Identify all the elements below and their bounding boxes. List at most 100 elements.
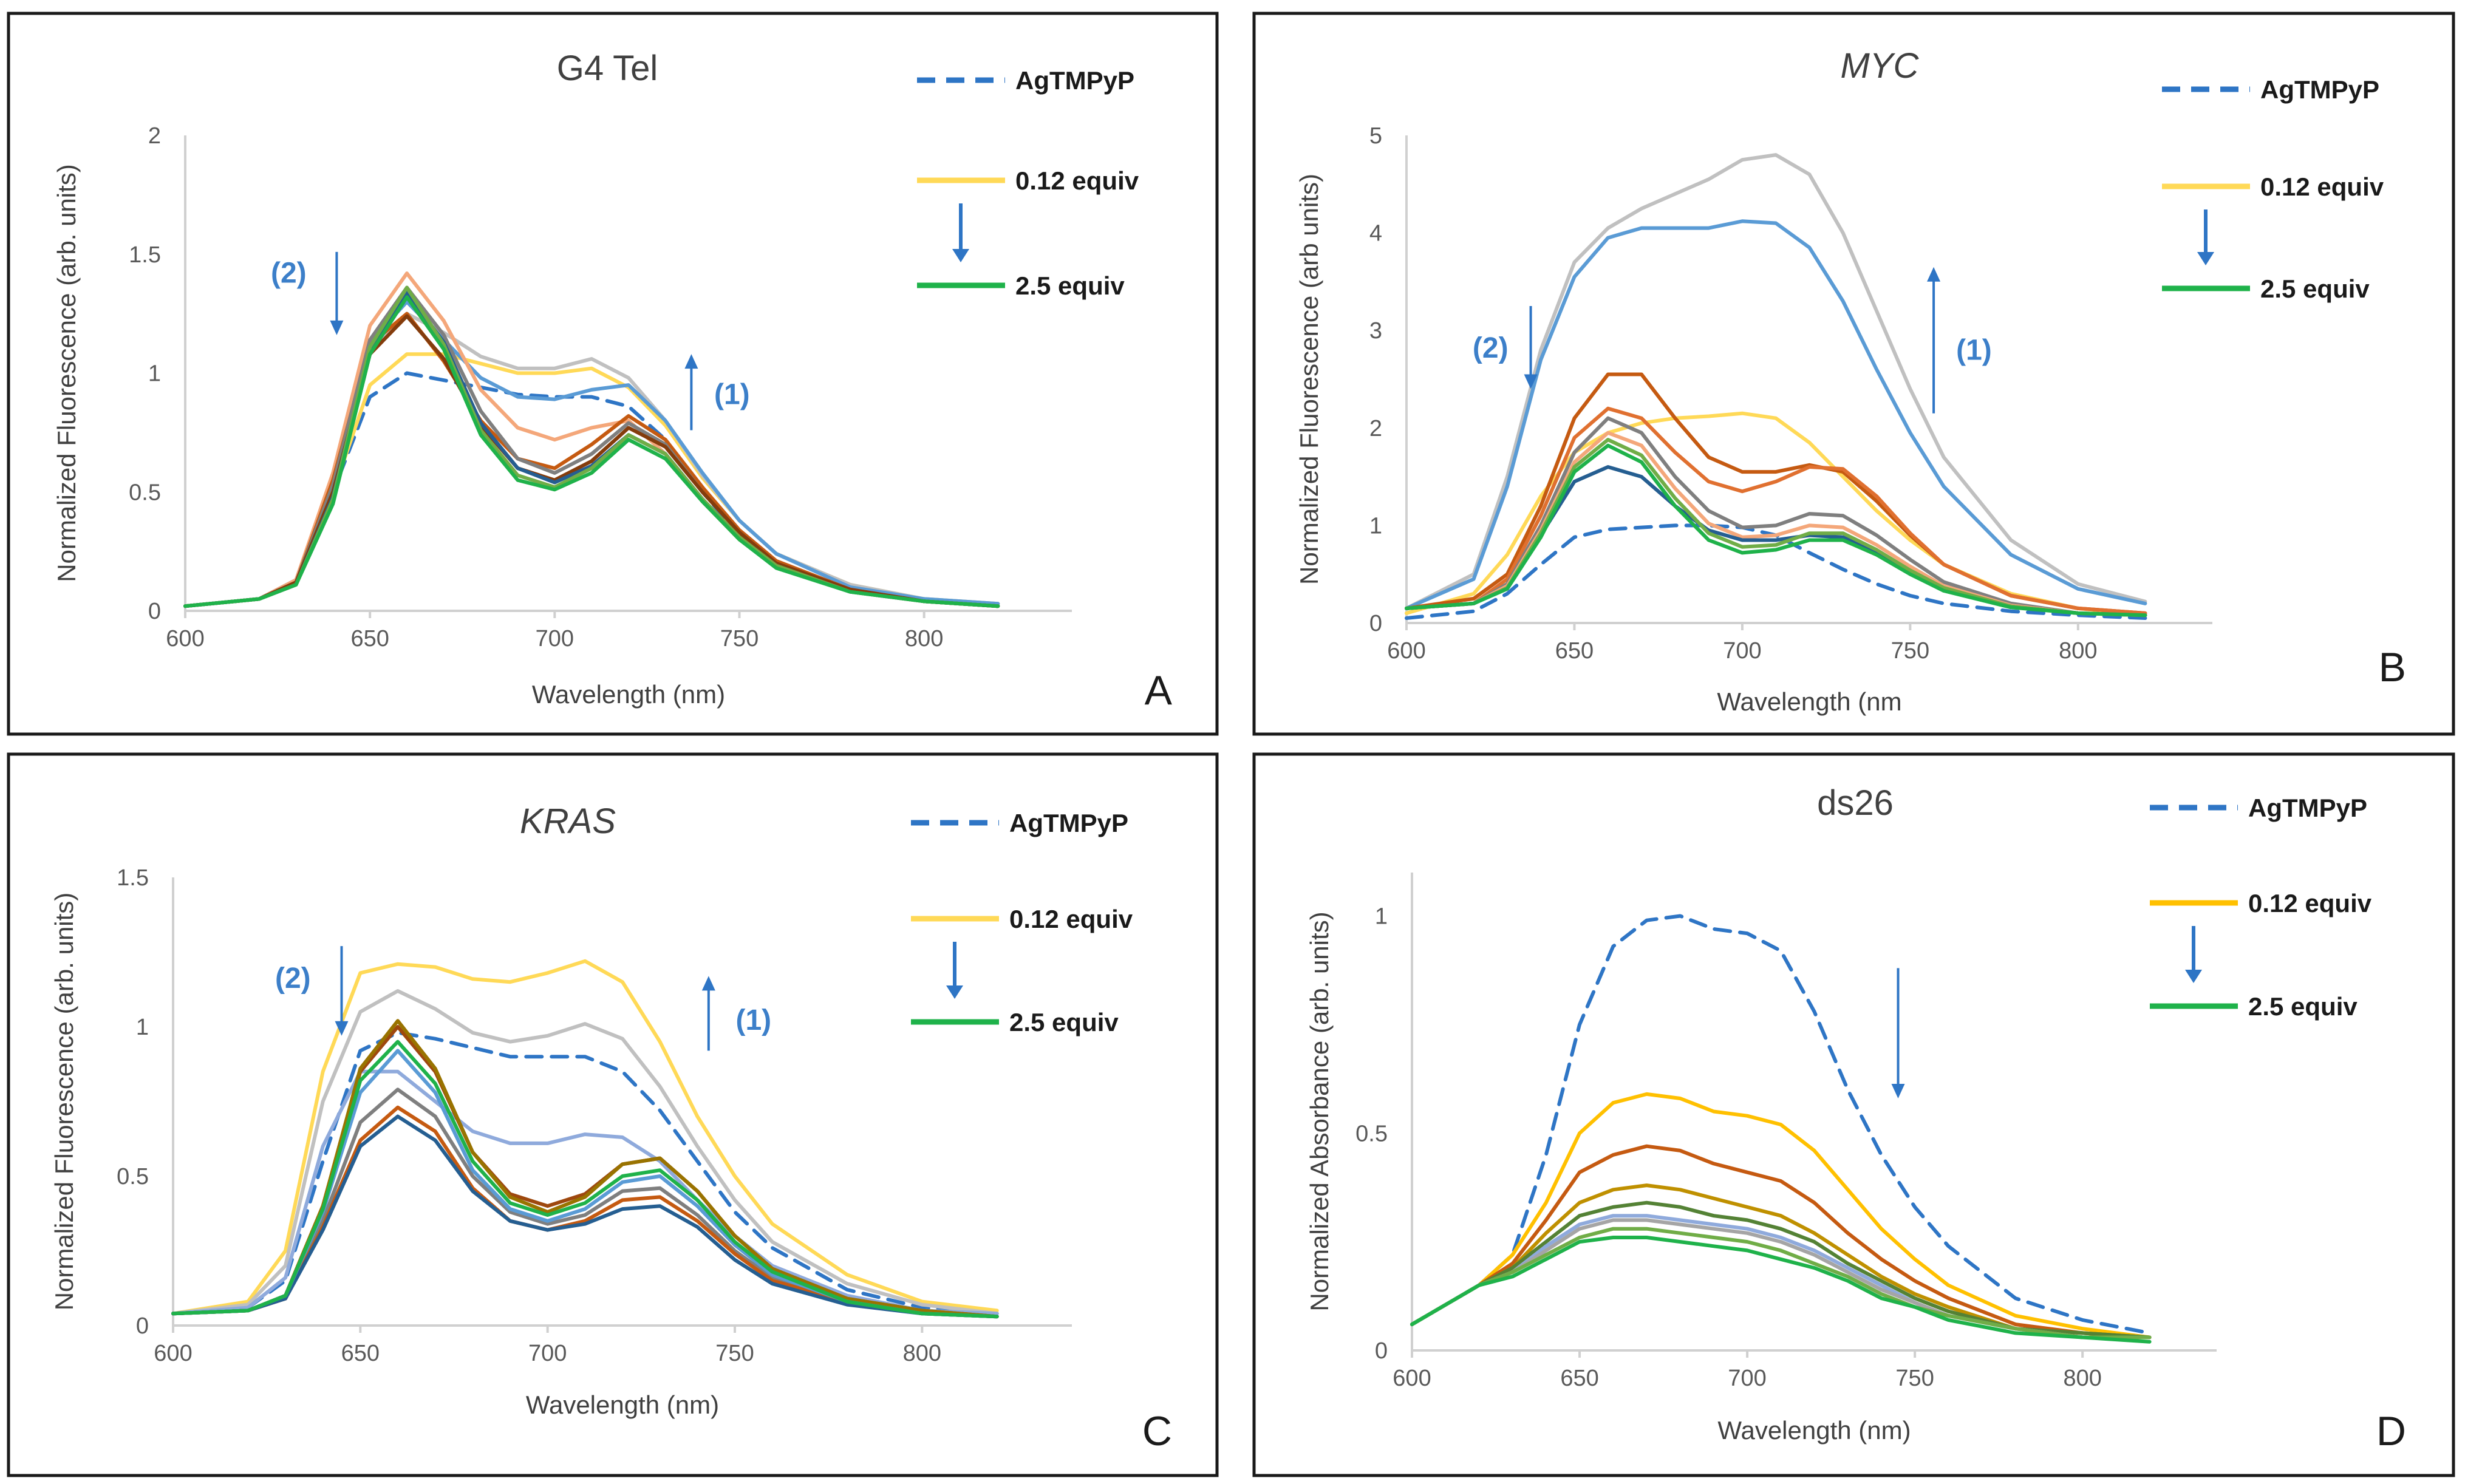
annotation-arrow-up-icon	[684, 354, 698, 369]
y-tick-label: 0	[1375, 1338, 1388, 1364]
annotation-arrow-down-icon	[1524, 374, 1538, 389]
y-tick-label: 1	[136, 1015, 149, 1040]
series-line-titration-2	[1410, 1183, 2152, 1339]
x-axis-title: Wavelength (nm)	[532, 680, 725, 709]
x-tick-label: 800	[2059, 638, 2097, 664]
x-axis-title: Wavelength (nm)	[1717, 1416, 1911, 1445]
legend-label: AgTMPyP	[1015, 66, 1134, 95]
legend-arrow-down-icon	[946, 985, 963, 999]
y-axis-title: Normalized Fluorescence (arb units)	[1295, 174, 1323, 585]
annotation-arrow-up-icon	[1927, 267, 1941, 282]
y-tick-label: 0.5	[129, 480, 161, 505]
panel-b: 600 650 700 750 800 0 1 2 3 4 5 MYC Wavelength (nm No…	[1252, 12, 2455, 736]
series-line-0-12-equiv	[171, 959, 999, 1316]
series-line-titration-7	[171, 1114, 999, 1319]
x-tick-label: 800	[903, 1341, 941, 1366]
y-tick-label: 0	[148, 599, 161, 624]
annotation-label: (1)	[735, 1004, 771, 1036]
x-tick-label: 650	[350, 626, 389, 652]
legend-arrow-down-icon	[952, 249, 969, 262]
series-line-titration-4	[1405, 406, 2147, 615]
y-axis-title: Normalized Absorbance (arb. units)	[1305, 911, 1334, 1311]
chart-title: KRAS	[520, 802, 616, 841]
panel-letter: D	[2376, 1408, 2406, 1454]
legend-label: 0.12 equiv	[2248, 889, 2372, 917]
series-line-2-5-equiv	[171, 1040, 999, 1319]
series-line-2-5-equiv	[183, 295, 1000, 608]
legend-label: 2.5 equiv	[1015, 271, 1125, 300]
y-tick-label: 1	[1369, 513, 1382, 539]
panel-a-frame	[7, 12, 1219, 736]
y-tick-label: 1	[1375, 904, 1388, 930]
chart-title: MYC	[1841, 46, 1920, 86]
y-tick-label: 2	[148, 123, 161, 149]
legend-label: AgTMPyP	[1009, 809, 1128, 837]
series-line-2-5-equiv	[1410, 1236, 2152, 1344]
x-tick-label: 750	[715, 1341, 754, 1366]
x-tick-label: 800	[905, 626, 943, 652]
annotation-label: (2)	[275, 962, 311, 995]
series-line-titration-1	[1405, 153, 2147, 610]
x-tick-label: 650	[1555, 638, 1594, 664]
x-tick-label: 700	[528, 1341, 567, 1366]
y-tick-label: 0.5	[117, 1164, 149, 1190]
annotation-arrow-up-icon	[701, 976, 715, 991]
x-tick-label: 600	[166, 626, 204, 652]
annotation-arrow-down-icon	[330, 320, 344, 335]
legend-label: 0.12 equiv	[2260, 172, 2384, 201]
y-tick-label: 1.5	[117, 865, 149, 891]
y-tick-label: 3	[1369, 318, 1382, 344]
panel-letter: A	[1145, 667, 1173, 713]
chart-title: G4 Tel	[557, 49, 658, 88]
chart-title: ds26	[1817, 783, 1894, 823]
annotation-label: (2)	[271, 257, 307, 290]
panel-c: 600 650 700 750 800 0 0.5 1 1.5 KRAS Wavelength (n…	[7, 752, 1219, 1477]
series-line-0-12-equiv	[1410, 1092, 2152, 1339]
series-line-titration-5	[1405, 416, 2147, 618]
x-axis-title: Wavelength (nm)	[526, 1390, 719, 1419]
y-tick-label: 2	[1369, 416, 1382, 441]
panel-a: 600 650 700 750 800 0 0.5 1 1.5 2 G4 Tel Wavelength…	[7, 12, 1219, 736]
legend-arrow-down-icon	[2185, 970, 2202, 983]
x-tick-label: 700	[1723, 638, 1761, 664]
panel-d-frame	[1252, 752, 2455, 1477]
legend-arrow-down-icon	[2197, 252, 2214, 265]
x-tick-label: 600	[154, 1341, 192, 1366]
y-axis-title: Normalized Fluorescence (arb. units)	[50, 893, 78, 1311]
panel-letter: B	[2379, 644, 2406, 690]
x-tick-label: 700	[536, 626, 574, 652]
series-line-2-5-equiv	[1405, 443, 2147, 618]
x-axis-title: Wavelength (nm	[1717, 687, 1901, 716]
x-tick-label: 600	[1387, 638, 1425, 664]
panel-d: 600 650 700 750 800 0 0.5 1 ds26 Wavelength (nm) N…	[1252, 752, 2455, 1477]
x-tick-label: 750	[1895, 1366, 1934, 1391]
series-line-titration-1	[171, 989, 999, 1316]
annotation-label: (1)	[714, 378, 750, 410]
y-tick-label: 1.5	[129, 242, 161, 268]
annotation-label: (1)	[1956, 334, 1992, 366]
series-line-agtmpyp	[1410, 914, 2152, 1335]
series-line-agtmpyp	[171, 1030, 999, 1316]
legend-label: 0.12 equiv	[1015, 166, 1139, 195]
y-tick-label: 5	[1369, 123, 1382, 149]
panel-c-frame	[7, 752, 1219, 1477]
legend-label: 2.5 equiv	[1009, 1008, 1119, 1036]
x-tick-label: 600	[1393, 1366, 1431, 1391]
x-tick-label: 650	[1560, 1366, 1598, 1391]
x-tick-label: 750	[720, 626, 759, 652]
series-line-titration-2	[171, 1069, 999, 1316]
legend-label: 2.5 equiv	[2260, 274, 2370, 303]
series-line-titration-6	[1410, 1227, 2152, 1339]
y-tick-label: 0.5	[1355, 1121, 1388, 1146]
legend-label: AgTMPyP	[2248, 794, 2367, 822]
annotation-label: (2)	[1473, 332, 1509, 364]
series-line-titration-3	[1410, 1200, 2152, 1339]
legend-label: 2.5 equiv	[2248, 992, 2358, 1021]
series-line-titration-5	[171, 1087, 999, 1319]
y-tick-label: 0	[1369, 611, 1382, 636]
y-tick-label: 1	[148, 361, 161, 387]
y-tick-label: 0	[136, 1313, 149, 1339]
y-tick-label: 4	[1369, 221, 1382, 247]
x-tick-label: 750	[1891, 638, 1929, 664]
legend-label: AgTMPyP	[2260, 75, 2379, 104]
